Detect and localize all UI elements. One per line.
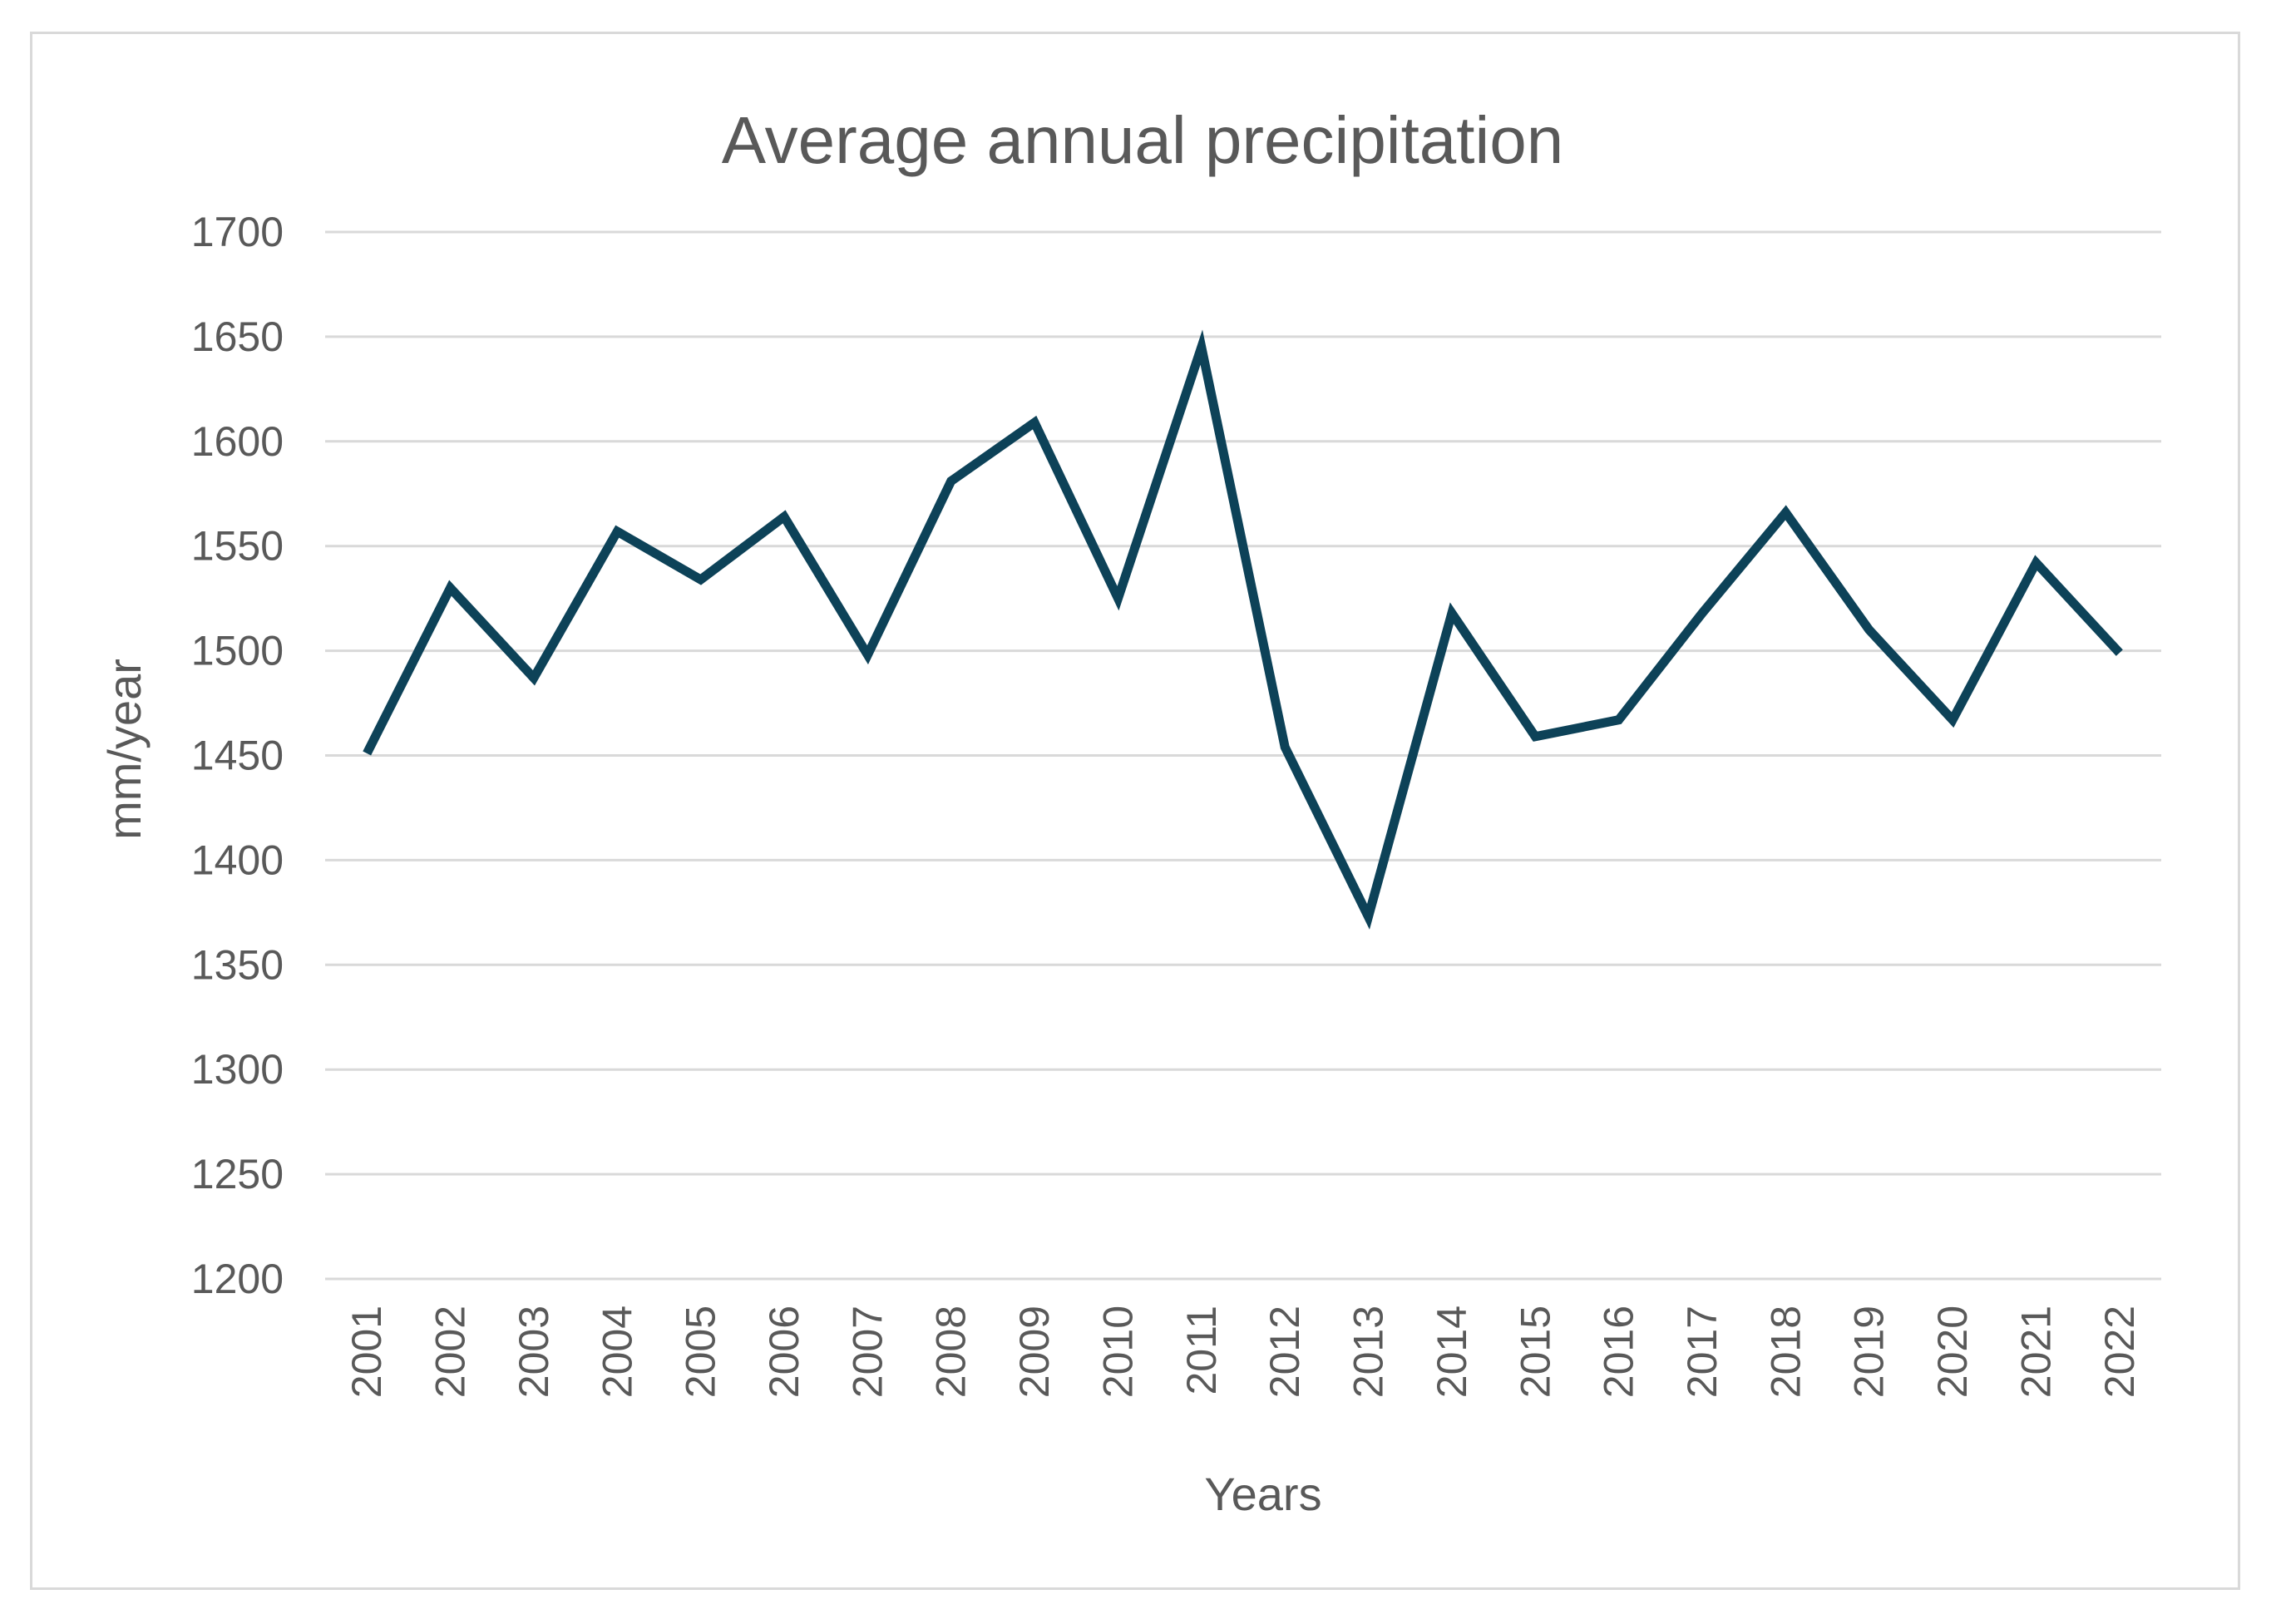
x-tick-label: 2012	[1261, 1306, 1308, 1398]
data-point-2012	[1281, 743, 1289, 751]
x-tick-label: 2010	[1094, 1306, 1141, 1398]
data-point-2017	[1698, 609, 1706, 617]
x-tick-label: 2005	[678, 1306, 724, 1398]
data-point-2008	[947, 477, 955, 486]
x-tick-label: 2022	[2096, 1306, 2143, 1398]
x-tick-label: 2008	[928, 1306, 975, 1398]
y-tick-label: 1550	[191, 523, 284, 570]
x-tick-label: 2002	[427, 1306, 474, 1398]
x-tick-label: 2019	[1846, 1306, 1893, 1398]
y-axis-ticks: 1200 1250 1300 1350 1400 1450 1500 1550 1600 1650…	[191, 209, 284, 1302]
data-point-2013	[1365, 912, 1373, 921]
data-point-2007	[863, 651, 871, 659]
x-tick-label: 2021	[2012, 1306, 2059, 1398]
data-point-2015	[1531, 733, 1539, 741]
y-tick-label: 1450	[191, 733, 284, 779]
y-tick-label: 1400	[191, 837, 284, 883]
series-layer	[363, 329, 2124, 930]
chart-title: Average annual precipitation	[722, 103, 1564, 177]
y-tick-label: 1300	[191, 1046, 284, 1093]
y-tick-label: 1600	[191, 418, 284, 465]
data-point-2010	[1113, 595, 1122, 603]
data-point-2001	[363, 749, 371, 758]
x-tick-label: 2018	[1762, 1306, 1809, 1398]
y-tick-label: 1700	[191, 209, 284, 255]
x-tick-label: 2007	[844, 1306, 891, 1398]
x-tick-label: 2001	[343, 1306, 390, 1398]
y-tick-label: 1350	[191, 941, 284, 988]
data-point-2019	[1865, 625, 1874, 634]
x-tick-label: 2006	[761, 1306, 807, 1398]
line-chart: 1200 1250 1300 1350 1400 1450 1500 1550 1600 1650…	[98, 103, 2161, 1520]
x-tick-label: 2003	[511, 1306, 557, 1398]
data-point-2021	[2032, 559, 2040, 567]
data-point-2014	[1448, 609, 1456, 617]
x-tick-label: 2009	[1011, 1306, 1058, 1398]
data-point-2022	[2116, 649, 2124, 657]
x-tick-label: 2014	[1429, 1306, 1475, 1398]
x-tick-label: 2013	[1345, 1306, 1392, 1398]
gridlines	[325, 230, 2161, 1281]
x-axis-ticks: 2001 2002 2003 2004 2005 2006 2007 2008 2009 2010…	[343, 1306, 2143, 1398]
chart-frame: 1200 1250 1300 1350 1400 1450 1500 1550 1600 1650…	[30, 32, 2240, 1590]
x-tick-label: 2017	[1679, 1306, 1726, 1398]
x-tick-label: 2016	[1596, 1306, 1642, 1398]
data-point-2020	[1948, 716, 1957, 724]
x-tick-label: 2020	[1929, 1306, 1976, 1398]
data-point-2018	[1781, 508, 1790, 516]
data-point-2002	[447, 584, 455, 592]
y-axis-title: mm/year	[98, 659, 151, 840]
y-tick-label: 1650	[191, 313, 284, 360]
data-point-2016	[1615, 716, 1623, 724]
y-tick-label: 1250	[191, 1151, 284, 1197]
x-tick-label: 2004	[594, 1306, 640, 1398]
x-tick-label: 2011	[1178, 1306, 1225, 1395]
series-line	[363, 329, 2123, 930]
y-tick-label: 1500	[191, 628, 284, 674]
data-point-2003	[530, 674, 538, 682]
data-point-2006	[780, 512, 788, 521]
x-tick-label: 2015	[1512, 1306, 1558, 1398]
x-axis-title: Years	[1204, 1468, 1321, 1520]
data-point-2011	[1197, 343, 1206, 351]
data-point-2004	[613, 527, 621, 536]
data-point-2005	[697, 575, 705, 584]
y-tick-label: 1200	[191, 1256, 284, 1302]
data-point-2009	[1030, 418, 1039, 427]
